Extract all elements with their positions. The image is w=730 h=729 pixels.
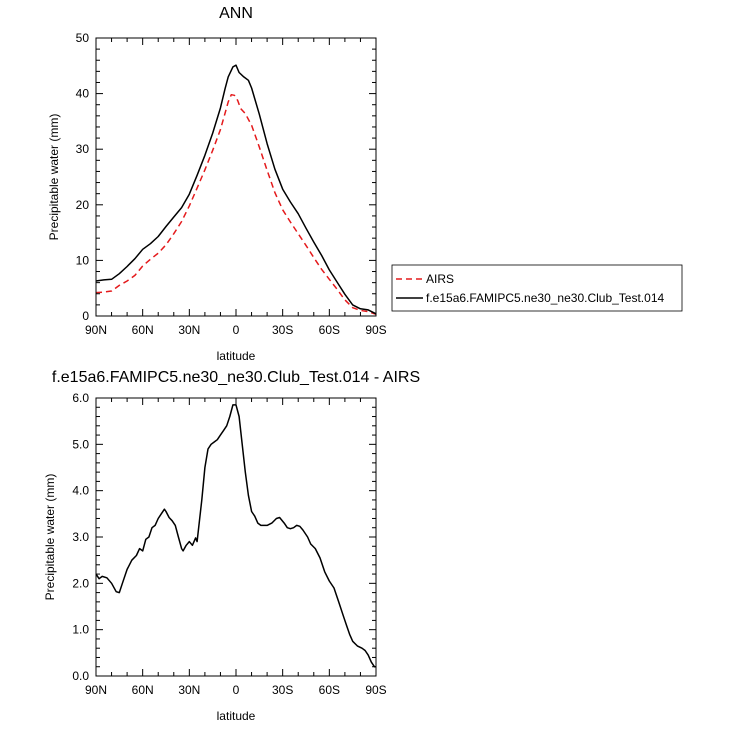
y-tick-label: 5.0 bbox=[72, 437, 89, 451]
y-tick-label: 4.0 bbox=[72, 484, 89, 498]
x-tick-label: 90S bbox=[365, 323, 386, 337]
y-tick-label: 1.0 bbox=[72, 623, 89, 637]
legend-label-airs: AIRS bbox=[426, 272, 454, 286]
y-axis-label: Precipitable water (mm) bbox=[47, 114, 61, 241]
x-tick-label: 0 bbox=[233, 323, 240, 337]
series-line-0 bbox=[95, 93, 377, 316]
y-tick-label: 3.0 bbox=[72, 530, 89, 544]
x-axis-label: latitude bbox=[217, 709, 256, 723]
x-tick-label: 30S bbox=[272, 683, 293, 697]
x-tick-label: 90S bbox=[365, 683, 386, 697]
chart-title: ANN bbox=[219, 5, 253, 22]
y-axis-label: Precipitable water (mm) bbox=[43, 474, 57, 601]
x-tick-label: 60N bbox=[132, 323, 154, 337]
x-tick-label: 30N bbox=[178, 683, 200, 697]
y-tick-label: 0.0 bbox=[72, 669, 89, 683]
y-tick-label: 40 bbox=[76, 87, 90, 101]
chart-title: f.e15a6.FAMIPC5.ne30_ne30.Club_Test.014 … bbox=[52, 369, 420, 386]
legend-box bbox=[391, 264, 683, 312]
x-tick-label: 60S bbox=[319, 323, 340, 337]
x-tick-label: 0 bbox=[233, 683, 240, 697]
y-tick-label: 30 bbox=[76, 142, 90, 156]
y-tick-label: 10 bbox=[76, 253, 90, 267]
y-tick-label: 20 bbox=[76, 198, 90, 212]
y-tick-label: 0 bbox=[82, 309, 89, 323]
legend: AIRS f.e15a6.FAMIPC5.ne30_ne30.Club_Test… bbox=[391, 264, 683, 312]
x-tick-label: 60S bbox=[319, 683, 340, 697]
y-tick-label: 50 bbox=[76, 31, 90, 45]
x-tick-label: 60N bbox=[132, 683, 154, 697]
plot-frame bbox=[95, 397, 377, 677]
mean-precipitable-water-chart: ANN Precipitable water (mm) latitude 90N… bbox=[47, 5, 683, 363]
series-line-1 bbox=[95, 64, 377, 315]
x-tick-label: 90N bbox=[85, 683, 107, 697]
series-line-0 bbox=[95, 404, 376, 668]
x-tick-label: 30N bbox=[178, 323, 200, 337]
difference-precipitable-water-chart: f.e15a6.FAMIPC5.ne30_ne30.Club_Test.014 … bbox=[43, 369, 420, 723]
y-tick-label: 6.0 bbox=[72, 391, 89, 405]
x-axis-label: latitude bbox=[217, 349, 256, 363]
x-tick-label: 90N bbox=[85, 323, 107, 337]
plot-frame bbox=[95, 37, 377, 317]
legend-label-model: f.e15a6.FAMIPC5.ne30_ne30.Club_Test.014 bbox=[426, 291, 664, 305]
x-tick-label: 30S bbox=[272, 323, 293, 337]
y-tick-label: 2.0 bbox=[72, 576, 89, 590]
